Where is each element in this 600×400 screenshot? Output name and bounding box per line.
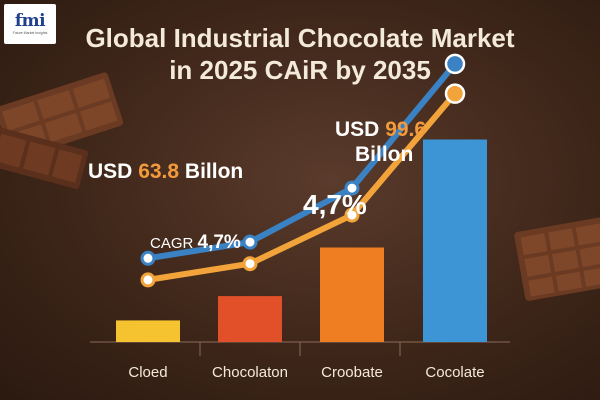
bars [116,139,487,342]
x-tick-label-1: Cloed [128,364,167,381]
series-1-point-1 [140,272,156,288]
bar-cloed [116,320,180,342]
end-value-suffix: Billon [355,143,413,166]
chart-title: Global Industrial Chocolate Market in 20… [0,22,600,86]
series-line-1 [145,90,458,283]
x-axis-dividers [199,342,401,356]
start-value-label: USD 63.8 Billon [88,160,243,183]
series-lines [140,53,466,288]
series-1-point-3 [344,207,360,223]
series-2-point-2 [242,234,258,250]
chart-title-line-2: in 2025 CAiR by 2035 [169,55,431,85]
series-1-point-4 [444,83,466,104]
series-2-point-4 [444,53,466,75]
bar-croobate [320,247,384,342]
cagr-value: 4,7% [303,189,367,220]
end-value-label: USD 99.6 [335,118,426,141]
cagr-label: CAGR 4,7% [150,232,241,253]
logo-subtitle: Future Market Insights [12,31,48,35]
x-tick-label-4: Cocolate [425,364,484,381]
bar-cocolate [423,139,487,342]
chart-title-line-1: Global Industrial Chocolate Market [85,23,515,53]
x-tick-label-2: Chocolaton [212,364,288,381]
series-2-point-1 [140,250,156,266]
logo-mark: fmi [14,11,46,31]
series-1-point-2 [242,256,258,272]
series-line-2 [145,60,458,262]
chocolate-decoration-left [0,72,124,189]
chocolate-decoration-right [514,217,600,301]
bar-chocolaton [218,296,282,342]
x-tick-label-3: Croobate [321,364,383,381]
fmi-logo: fmi Future Market Insights [4,4,56,44]
series-2-point-3 [344,180,360,196]
x-tick-labels: Cloed Chocolaton Croobate Cocolate [128,364,484,381]
